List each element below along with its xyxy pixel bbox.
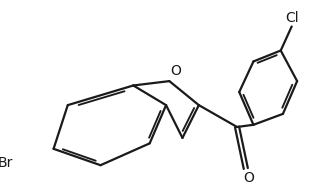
Text: O: O [170, 64, 181, 78]
Text: O: O [243, 171, 254, 185]
Text: Cl: Cl [285, 11, 299, 25]
Text: Br: Br [0, 156, 13, 170]
